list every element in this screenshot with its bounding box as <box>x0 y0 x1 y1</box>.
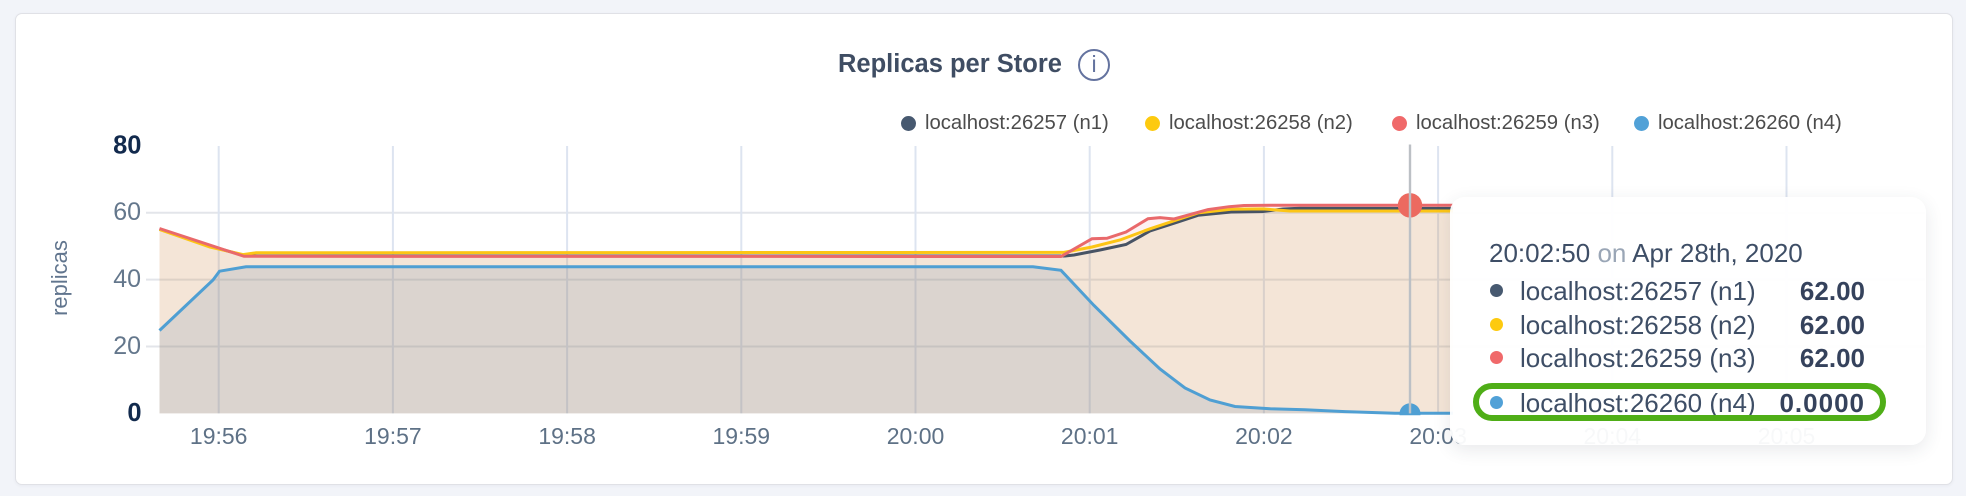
svg-text:60: 60 <box>113 198 141 226</box>
svg-text:19:59: 19:59 <box>713 423 771 449</box>
svg-text:19:56: 19:56 <box>190 423 248 449</box>
svg-text:20:00: 20:00 <box>887 423 945 449</box>
svg-text:0: 0 <box>127 399 141 427</box>
svg-text:19:57: 19:57 <box>364 423 422 449</box>
svg-text:19:58: 19:58 <box>538 423 596 449</box>
svg-text:40: 40 <box>113 265 141 293</box>
svg-text:20:02: 20:02 <box>1235 423 1293 449</box>
svg-text:replicas: replicas <box>47 240 72 316</box>
svg-text:20:01: 20:01 <box>1061 423 1119 449</box>
svg-text:80: 80 <box>113 132 141 160</box>
svg-text:20: 20 <box>113 332 141 360</box>
